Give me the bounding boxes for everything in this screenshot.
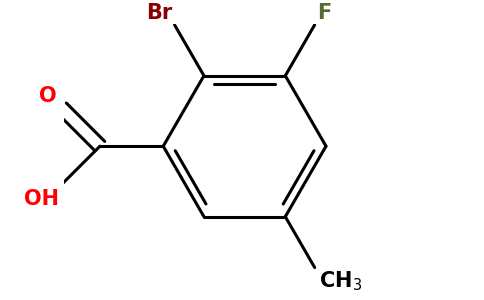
Text: F: F xyxy=(317,2,331,22)
Text: CH$_3$: CH$_3$ xyxy=(319,270,362,293)
Text: OH: OH xyxy=(24,189,60,209)
Text: O: O xyxy=(39,85,57,106)
Text: Br: Br xyxy=(146,2,172,22)
